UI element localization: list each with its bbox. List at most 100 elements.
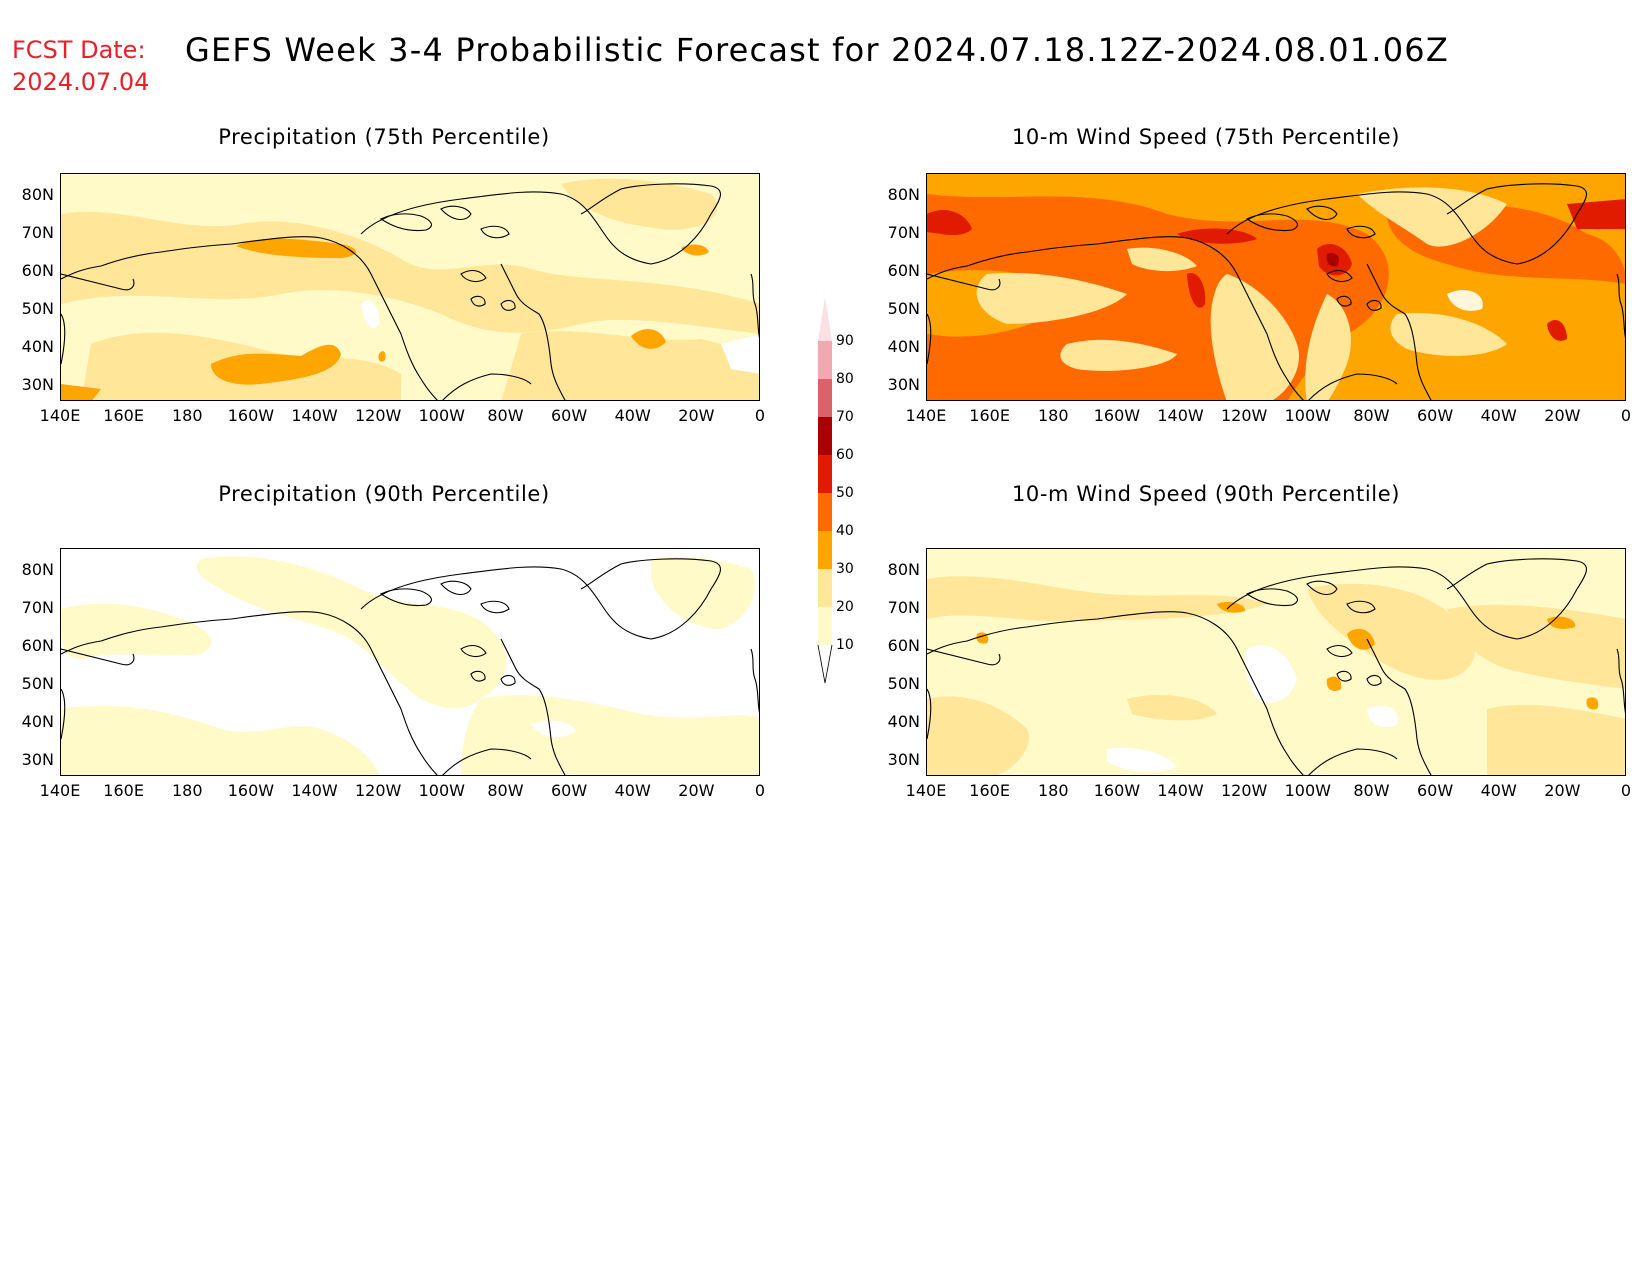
panel-title-precip-90: Precipitation (90th Percentile)	[218, 482, 550, 506]
lat-tick-label: 60N	[887, 261, 920, 280]
probability-contour	[1447, 289, 1483, 311]
lon-tick-label: 160E	[969, 406, 1010, 425]
coastline	[927, 611, 1304, 775]
probability-contour	[61, 384, 101, 400]
lat-tick-label: 40N	[21, 712, 54, 731]
lat-tick-label: 30N	[21, 375, 54, 394]
probability-contour	[1210, 274, 1299, 400]
lon-tick-label: 120W	[1220, 781, 1268, 800]
colorbar-box	[818, 341, 832, 379]
probability-contour	[631, 329, 666, 349]
lat-tick-label: 80N	[21, 185, 54, 204]
colorbar-box	[818, 607, 832, 645]
colorbar-box	[818, 379, 832, 417]
lon-tick-label: 180	[171, 781, 203, 800]
probability-contour	[1127, 694, 1217, 721]
probability-contour	[197, 556, 507, 709]
lon-tick-label: 180	[1037, 781, 1069, 800]
lon-tick-label: 180	[1037, 406, 1069, 425]
coastline	[1366, 674, 1382, 686]
coastline	[1245, 588, 1298, 607]
probability-contour	[1177, 228, 1257, 244]
coastline	[360, 183, 721, 265]
probability-contour	[61, 211, 759, 334]
coastline	[927, 688, 932, 740]
coastline	[927, 648, 1001, 666]
lon-tick-label: 40W	[1480, 781, 1517, 800]
lat-tick-label: 30N	[887, 375, 920, 394]
coastline	[927, 313, 932, 365]
lon-tick-label: 80W	[1353, 781, 1390, 800]
colorbar-tick-label: 80	[836, 371, 854, 387]
colorbar-tick-label: 50	[836, 485, 854, 501]
coastline	[1226, 558, 1587, 640]
coastline	[61, 313, 66, 365]
colorbar-arrow-top	[818, 297, 832, 341]
lat-tick-label: 40N	[21, 337, 54, 356]
coastline	[460, 644, 487, 658]
coastline	[927, 236, 1304, 400]
lat-tick-label: 60N	[887, 636, 920, 655]
coastline	[750, 648, 759, 714]
lat-tick-label: 70N	[21, 598, 54, 617]
colorbar-tick-label: 20	[836, 599, 854, 615]
probability-contour	[1347, 628, 1375, 650]
probability-contour	[1107, 747, 1177, 772]
coastline	[1245, 213, 1298, 232]
lat-tick-label: 70N	[887, 223, 920, 242]
lon-tick-label: 20W	[678, 781, 715, 800]
coastline	[1306, 580, 1338, 595]
lat-tick-label: 30N	[21, 750, 54, 769]
lat-tick-label: 40N	[887, 337, 920, 356]
coastline	[1308, 373, 1398, 400]
panel-title-wind-90: 10-m Wind Speed (90th Percentile)	[1011, 482, 1401, 506]
coastline	[61, 273, 135, 291]
panel-title-wind-75: 10-m Wind Speed (75th Percentile)	[1011, 125, 1401, 149]
coastline	[927, 273, 1001, 291]
lat-tick-label: 50N	[21, 299, 54, 318]
map-precip-90	[60, 548, 760, 776]
lon-tick-label: 20W	[1544, 406, 1581, 425]
probability-contour	[1326, 676, 1342, 691]
probability-contour	[1127, 247, 1197, 272]
lon-tick-label: 140E	[905, 781, 947, 800]
lon-tick-label: 160E	[103, 406, 144, 425]
probability-contour	[1447, 604, 1625, 689]
map-graphic	[61, 174, 759, 400]
lon-tick-label: 80W	[487, 406, 524, 425]
lat-tick-label: 50N	[887, 299, 920, 318]
coastline	[500, 263, 566, 400]
lat-tick-label: 80N	[887, 560, 920, 579]
probability-contour	[1487, 704, 1625, 775]
lon-tick-label: 40W	[614, 406, 651, 425]
lon-tick-label: 140W	[291, 406, 338, 425]
colorbar-arrow-bottom	[817, 644, 833, 684]
probability-contour	[361, 300, 380, 328]
coastline	[1366, 263, 1432, 400]
probability-contour	[121, 744, 191, 772]
coastline	[1336, 295, 1352, 307]
probability-contour	[927, 696, 1029, 775]
coastline	[1366, 299, 1382, 311]
lon-tick-label: 160E	[969, 781, 1010, 800]
colorbar-tick-label: 70	[836, 409, 854, 425]
coastline	[61, 648, 135, 666]
coastline	[442, 748, 532, 775]
probability-contour	[927, 576, 1267, 622]
lon-tick-label: 60W	[1416, 406, 1454, 425]
coastline	[500, 638, 566, 775]
coastline	[1616, 273, 1625, 339]
coastline	[750, 273, 759, 339]
lon-tick-label: 20W	[1544, 781, 1581, 800]
colorbar: 10 20 30 40 50 60 70 80 90	[808, 275, 868, 685]
lat-tick-label: 60N	[21, 636, 54, 655]
lon-tick-label: 140W	[291, 781, 338, 800]
coastline	[61, 688, 66, 740]
lat-tick-label: 70N	[887, 598, 920, 617]
main-title: GEFS Week 3-4 Probabilistic Forecast for…	[185, 31, 1449, 69]
probability-contour	[721, 334, 759, 374]
probability-contour	[1060, 339, 1177, 371]
probability-contour	[236, 238, 356, 258]
coastline	[1366, 638, 1432, 775]
lon-tick-label: 100W	[1284, 781, 1331, 800]
